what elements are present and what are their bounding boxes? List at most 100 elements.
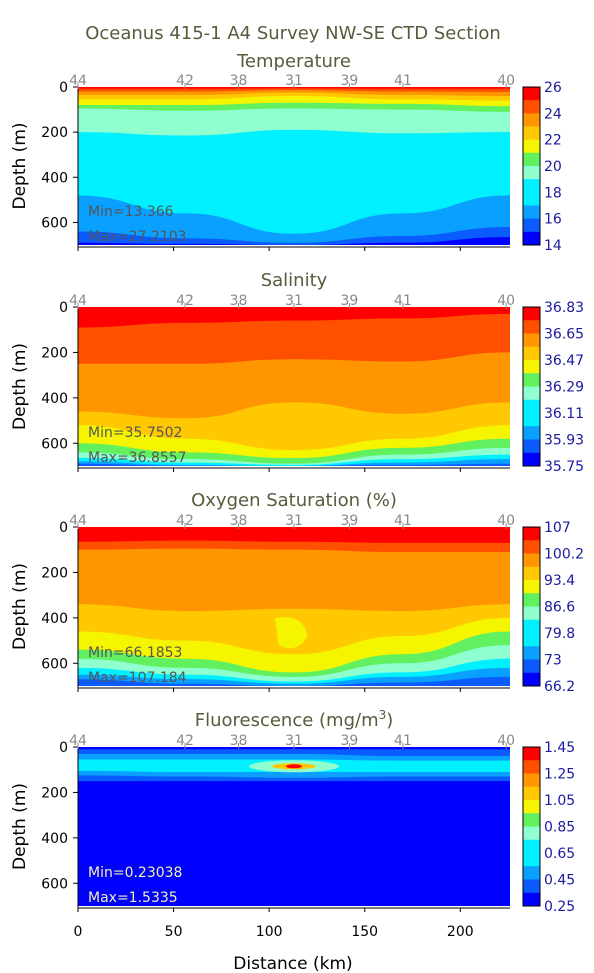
- colorbar-segment: [523, 426, 540, 440]
- colorbar-segment: [523, 179, 540, 193]
- y-tick-label: 600: [41, 876, 68, 892]
- station-label: 38: [230, 513, 248, 529]
- colorbar-segment: [523, 452, 540, 467]
- colorbar-label: 79.8: [544, 626, 575, 642]
- y-tick-label: 200: [41, 785, 68, 801]
- y-tick-label: 400: [41, 611, 68, 627]
- y-axis-label: Depth (m): [10, 122, 30, 209]
- colorbar-label: 0.45: [544, 873, 575, 889]
- station-label: 39: [341, 293, 359, 309]
- station-label: 44: [69, 733, 87, 749]
- contour-band-6: [78, 781, 510, 906]
- y-tick-label: 400: [41, 170, 68, 186]
- panel-title-tail: ): [386, 710, 393, 731]
- y-tick-label: 400: [41, 831, 68, 847]
- contour-band-9: [78, 463, 510, 466]
- station-label: 42: [176, 73, 194, 89]
- colorbar-segment: [523, 386, 540, 401]
- station-label: 40: [497, 73, 515, 89]
- colorbar-segment: [523, 320, 540, 334]
- y-tick-label: 0: [59, 520, 68, 536]
- colorbar-label: 35.93: [544, 433, 584, 449]
- station-label: 39: [341, 73, 359, 89]
- colorbar-segment: [523, 672, 540, 687]
- colorbar-segment: [523, 633, 540, 647]
- station-label: 39: [341, 513, 359, 529]
- colorbar-label: 18: [544, 185, 562, 201]
- panel-title: Salinity: [261, 270, 328, 291]
- station-label: 42: [176, 513, 194, 529]
- colorbar-label: 93.4: [544, 573, 575, 589]
- colorbar-segment: [523, 360, 540, 374]
- max-value: Max=107.184: [88, 670, 187, 686]
- contour-band-9: [78, 226, 510, 245]
- y-tick-label: 200: [41, 565, 68, 581]
- colorbar-segment: [523, 413, 540, 427]
- colorbar-label: 1.45: [544, 740, 575, 756]
- heatmap-field: [78, 307, 510, 466]
- colorbar-label: 35.75: [544, 459, 584, 475]
- colorbar-segment: [523, 218, 540, 233]
- panel-2: Oxygen Saturation (%) 0 200 400 600 Depth (m)…: [10, 490, 584, 695]
- colorbar-segment: [523, 100, 540, 114]
- colorbar-frame: [522, 746, 541, 907]
- colorbar-segment: [523, 566, 540, 581]
- x-tick-label: 0: [74, 924, 83, 940]
- panel-title: Oxygen Saturation (%): [191, 490, 397, 511]
- colorbar-segment: [523, 527, 540, 541]
- colorbar-segment: [523, 439, 540, 454]
- colorbar-segment: [523, 346, 540, 361]
- colorbar-segment: [523, 786, 540, 801]
- colorbar-segment: [523, 152, 540, 167]
- colorbar-segment: [523, 646, 540, 660]
- station-label: 40: [497, 513, 515, 529]
- colorbar-segment: [523, 619, 540, 634]
- min-value: Min=66.1853: [88, 645, 182, 661]
- colorbar-segment: [523, 87, 540, 101]
- station-label: 40: [497, 733, 515, 749]
- contour-band-10: [78, 237, 510, 245]
- max-value: Max=27.2103: [88, 229, 187, 245]
- panel-1: Salinity 0 200 400 600 Depth (m) 44 42 38 31 39 41 4…: [10, 270, 584, 475]
- y-tick-label: 0: [59, 80, 68, 96]
- station-label: 44: [69, 73, 87, 89]
- y-axis-label: Depth (m): [10, 563, 30, 650]
- contour-band-9: [78, 676, 510, 686]
- y-axis-label: Depth (m): [10, 343, 30, 430]
- colorbar-label: 36.83: [544, 300, 584, 316]
- station-label: 42: [176, 733, 194, 749]
- y-tick-label: 0: [59, 740, 68, 756]
- colorbar-segment: [523, 553, 540, 568]
- colorbar-segment: [523, 659, 540, 674]
- colorbar-label: 22: [544, 133, 562, 149]
- panel-title: Fluorescence (mg/m3): [195, 708, 394, 731]
- colorbar-label: 36.29: [544, 380, 584, 396]
- y-axis-label: Depth (m): [10, 783, 30, 870]
- panel-title-sup: 3: [379, 708, 387, 722]
- contour-band-8: [78, 195, 510, 245]
- colorbar-label: 14: [544, 238, 562, 254]
- colorbar-segment: [523, 892, 540, 907]
- colorbar-label: 100.2: [544, 547, 584, 563]
- colorbar-segment: [523, 593, 540, 607]
- contour-band-8: [78, 667, 510, 686]
- colorbar-segment: [523, 826, 540, 841]
- colorbar-segment: [523, 866, 540, 880]
- x-tick-label: 100: [256, 924, 283, 940]
- min-value: Min=0.23038: [88, 865, 182, 881]
- colorbar-segment: [523, 839, 540, 854]
- station-label: 31: [285, 513, 303, 529]
- colorbar-frame: [522, 526, 541, 687]
- colorbar-label: 0.85: [544, 820, 575, 836]
- contour-band-8: [78, 459, 510, 466]
- station-label: 44: [69, 293, 87, 309]
- colorbar-segment: [523, 333, 540, 348]
- station-label: 38: [230, 733, 248, 749]
- colorbar-segment: [523, 879, 540, 894]
- min-value: Min=35.7502: [88, 425, 182, 441]
- colorbar-label: 1.05: [544, 793, 575, 809]
- colorbar-segment: [523, 813, 540, 827]
- colorbar-segment: [523, 760, 540, 774]
- heatmap-field: [78, 527, 510, 686]
- min-value: Min=13.366: [88, 204, 174, 220]
